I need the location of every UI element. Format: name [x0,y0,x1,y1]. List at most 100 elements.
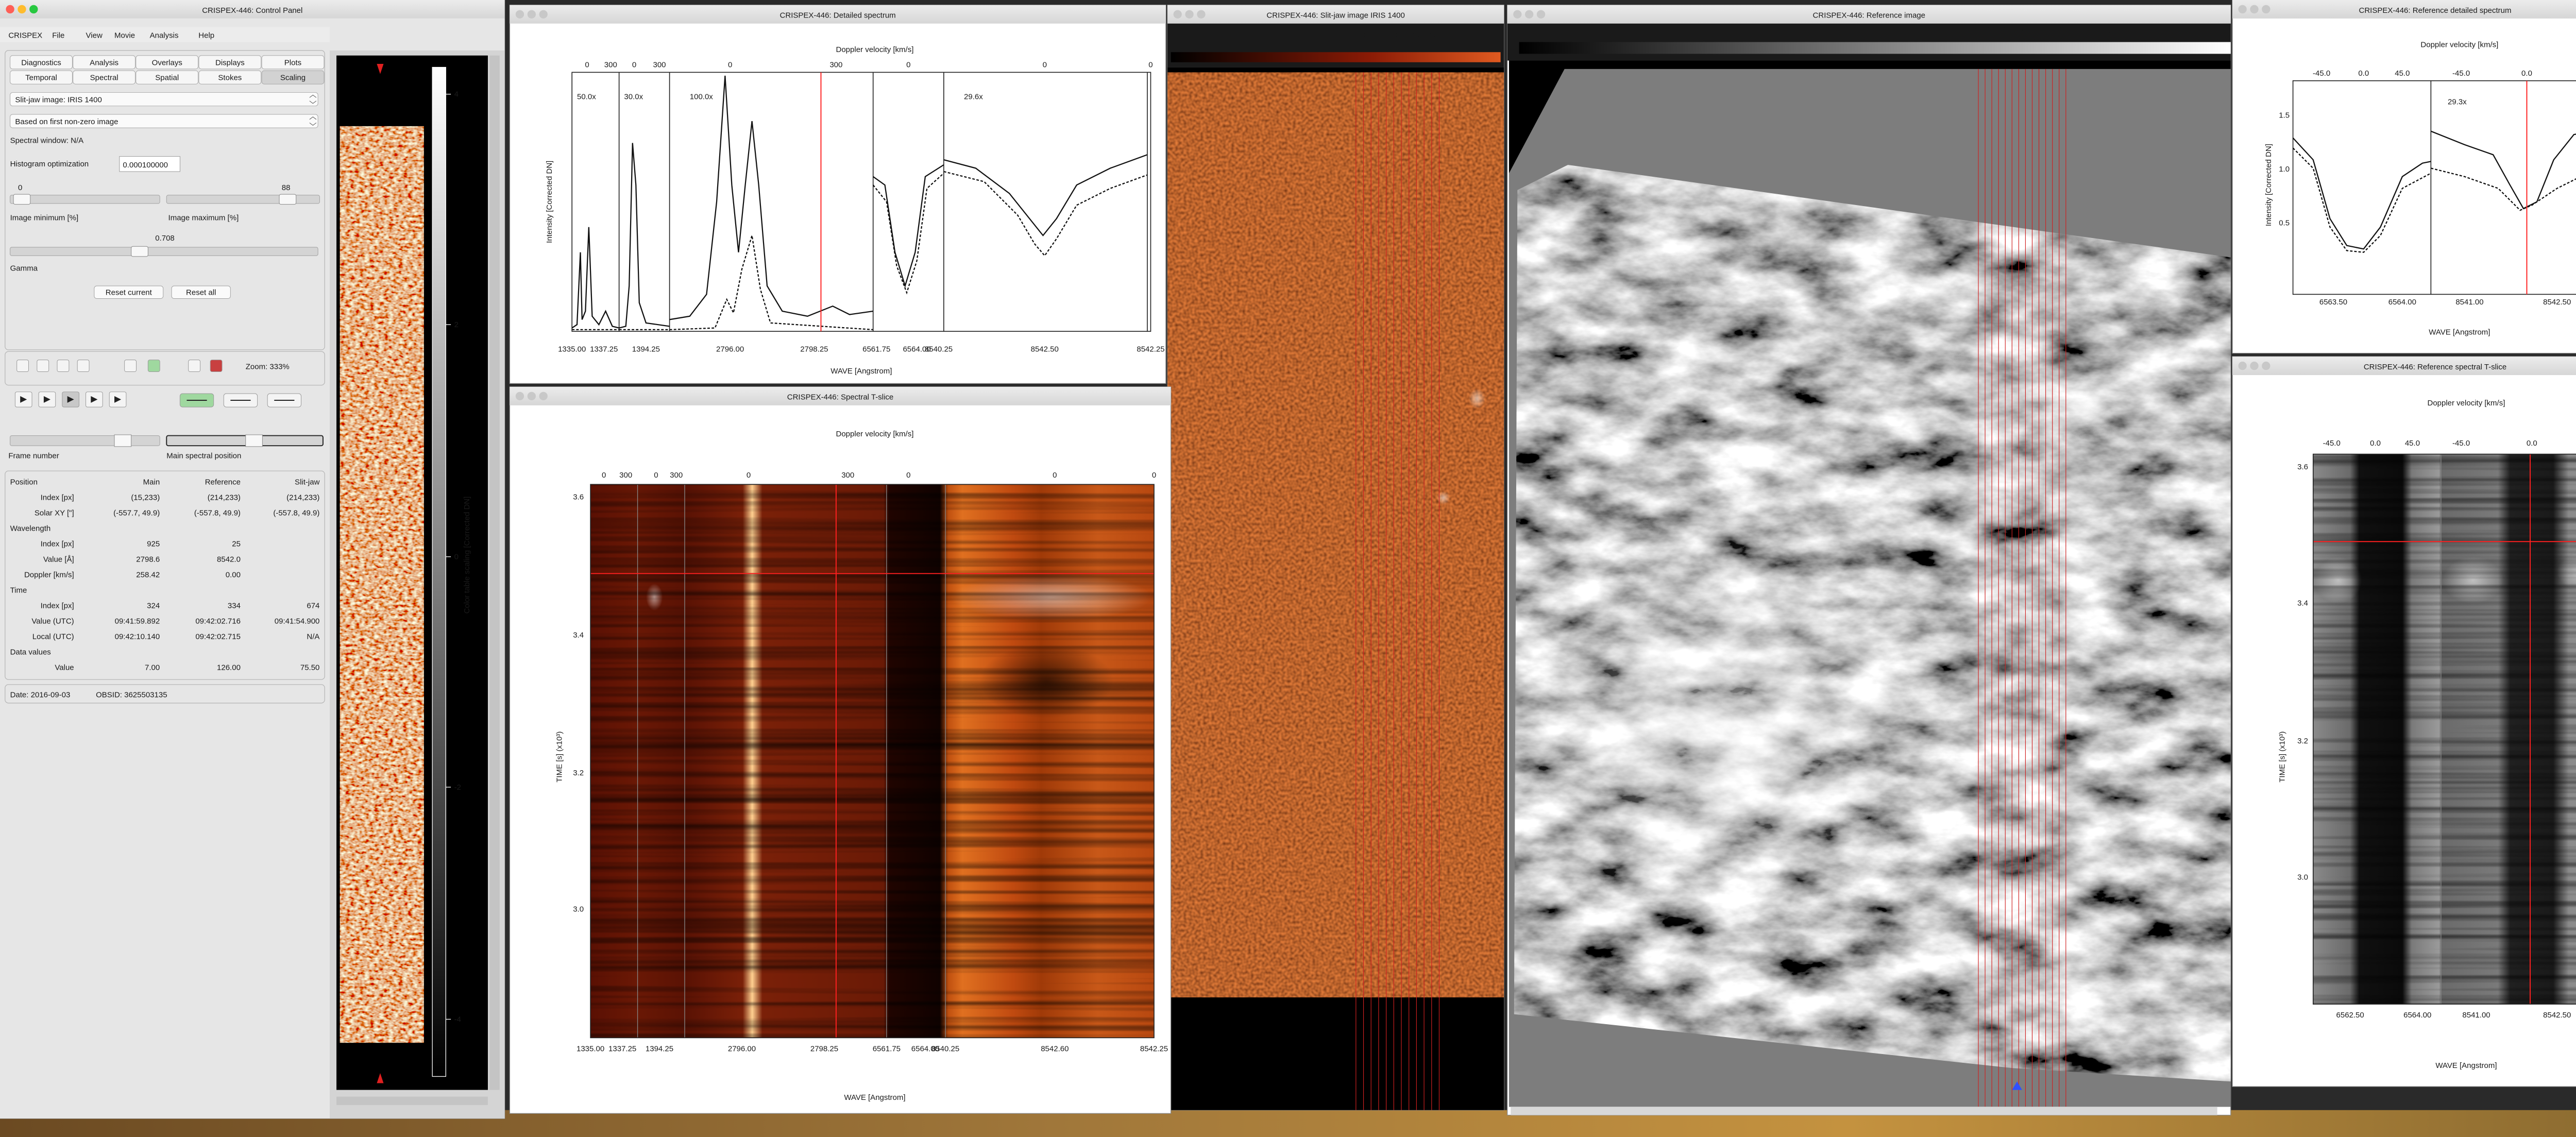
tab-label[interactable]: Spatial [155,74,179,82]
window-control[interactable] [1537,10,1545,19]
window-control[interactable] [516,10,524,19]
slider-thumb[interactable] [114,435,131,447]
window-control[interactable] [528,10,536,19]
tab-label[interactable]: Diagnostics [21,58,61,67]
scrollbar[interactable] [1511,1107,2217,1115]
y-tick-label: 3.0 [573,905,584,914]
field-label: Main spectral position [166,452,241,461]
menu-item[interactable]: View [86,31,103,40]
menu-item[interactable]: CRISPEX [8,31,42,40]
slider-thumb[interactable] [131,246,148,257]
slider-thumb[interactable] [246,435,263,447]
field-label: Image minimum [%] [10,214,79,223]
colorbar-tick: 4 [454,90,459,99]
window-control[interactable] [6,5,14,13]
scrollbar[interactable] [336,1097,488,1105]
bright-spot [1437,491,1450,504]
slider[interactable] [166,195,319,203]
x-tick-label: 1335.00 [577,1044,604,1053]
window-control[interactable] [528,392,536,400]
top-tick-label: 0 [747,471,751,480]
button-label[interactable]: Reset all [186,289,216,297]
window-control[interactable] [2262,362,2270,370]
axis-title: Doppler velocity [km/s] [836,430,914,438]
tool-button[interactable] [189,360,200,372]
table-cell: 334 [228,602,241,610]
tool-button[interactable] [77,360,89,372]
x-tick-label: 6561.75 [862,345,890,353]
tool-button[interactable] [125,360,137,372]
window-control[interactable] [1185,10,1193,19]
tool-button[interactable] [37,360,49,372]
plot: Doppler velocity [km/s]-45.00.045.0-45.0… [2278,399,2576,1070]
colorbar-tick: 50 [1219,39,1228,47]
tslice-texture [590,484,1154,1038]
tab-label[interactable]: Spectral [90,74,118,82]
field-label: Histogram optimization [10,160,89,168]
x-tick-label: 6564.00 [2388,298,2416,307]
window-title: CRISPEX-446: Spectral T-slice [787,393,894,402]
menu-item[interactable]: Movie [114,31,135,40]
tab-label[interactable]: Analysis [90,58,118,67]
tab-label[interactable]: Plots [284,58,301,67]
window-control[interactable] [2250,5,2258,13]
slider-thumb[interactable] [13,194,30,205]
window-control[interactable] [1525,10,1533,19]
y-tick-label: 3.0 [2297,873,2308,881]
x-tick-label: 2796.00 [728,1044,756,1053]
button-label[interactable]: Reset current [106,289,152,297]
window-control[interactable] [1174,10,1182,19]
menu-item[interactable]: Analysis [150,31,179,40]
table-cell: (-557.7, 49.9) [113,508,160,517]
menu-item[interactable]: File [52,31,64,40]
tab-label[interactable]: Scaling [280,74,306,82]
scrollbar[interactable] [489,56,500,1090]
slider[interactable] [166,436,323,446]
window-control[interactable] [2238,5,2246,13]
tool-button[interactable] [210,360,222,372]
tool-button[interactable] [57,360,69,372]
slider[interactable] [10,247,318,256]
window-control[interactable] [2262,5,2270,13]
table-cell: (-557.8, 49.9) [273,508,319,517]
slider[interactable] [10,436,160,446]
table-cell: N/A [307,633,319,641]
top-tick-label: 0 [602,471,606,480]
window-control[interactable] [1513,10,1521,19]
window-control[interactable] [516,392,524,400]
tab-label[interactable]: Stokes [218,74,242,82]
window-control[interactable] [2238,362,2246,370]
tab-label[interactable]: Temporal [25,74,57,82]
colorbar-tick: 2 [454,320,459,329]
menu-item[interactable]: Help [198,31,214,40]
y-axis-label: TIME [s] (x10³) [2278,732,2286,783]
colorbar-tick: 150 [2098,30,2111,39]
slider-thumb[interactable] [279,194,296,205]
tool-button[interactable] [148,360,160,372]
window-title: CRISPEX-446: Detailed spectrum [780,11,896,20]
axis-title: Doppler velocity [km/s] [2420,40,2498,49]
window-control[interactable] [18,5,26,13]
table-cell: 126.00 [217,664,241,672]
tab-label[interactable]: Overlays [152,58,182,67]
tab-label[interactable]: Displays [215,58,245,67]
window-title: CRISPEX-446: Reference spectral T-slice [2364,363,2506,371]
window-control[interactable] [539,10,548,19]
table-cell: (-557.8, 49.9) [194,508,241,517]
top-tick-label: 300 [829,61,842,70]
window-control[interactable] [29,5,38,13]
window-control[interactable] [1197,10,1205,19]
x-tick-label: 6563.50 [2319,298,2347,307]
table-row-label: Local (UTC) [32,633,74,641]
x-tick-label: 8542.50 [1031,345,1059,353]
window-control[interactable] [539,392,548,400]
tool-button[interactable] [17,360,29,372]
slider[interactable] [10,195,160,203]
panel-label: 30.0x [624,93,643,101]
panel-label: 29.6x [964,93,983,101]
table-cell: 0.00 [226,570,241,579]
y-tick-label: 3.6 [573,493,584,502]
top-tick-label: 0 [906,61,910,70]
window-control[interactable] [2250,362,2258,370]
top-tick-label: 0 [654,471,658,480]
